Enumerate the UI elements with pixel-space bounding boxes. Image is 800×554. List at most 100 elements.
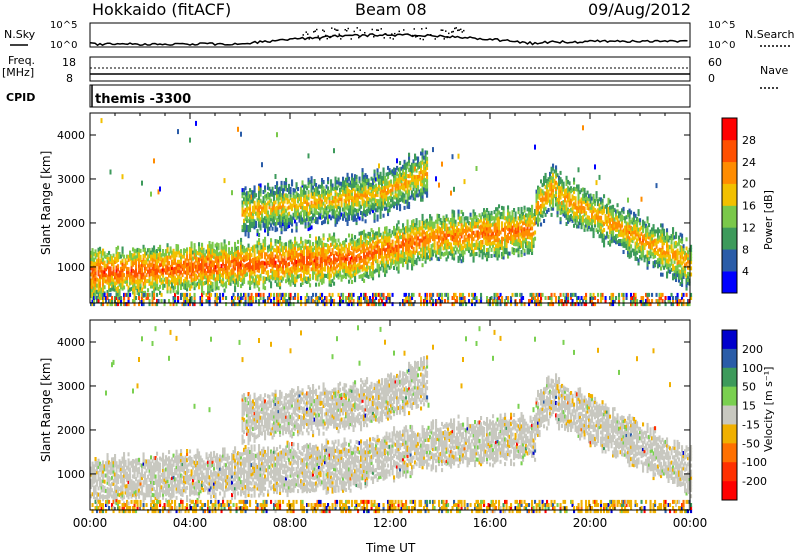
power-near-cell xyxy=(102,292,105,297)
power-near-cell xyxy=(447,292,450,297)
power-echo-cell xyxy=(315,189,318,194)
power-echo-cell xyxy=(325,200,328,205)
power-echo-cell xyxy=(139,273,142,278)
power-near-cell xyxy=(205,292,208,297)
power-echo-cell xyxy=(454,219,457,224)
power-echo-cell xyxy=(112,278,115,283)
power-near-cell xyxy=(501,296,504,300)
power-echo-cell xyxy=(345,187,348,191)
power-echo-cell xyxy=(235,259,238,264)
power-echo-cell xyxy=(306,195,309,200)
power-near-cell xyxy=(348,296,351,300)
power-echo-cell xyxy=(253,272,256,277)
power-echo-cell xyxy=(355,249,358,253)
power-echo-cell xyxy=(153,288,156,293)
power-echo-cell xyxy=(163,262,166,267)
power-echo-cell xyxy=(183,285,186,290)
power-echo-cell xyxy=(352,205,355,210)
power-echo-cell xyxy=(280,275,283,280)
power-echo-cell xyxy=(247,231,250,236)
power-echo-cell xyxy=(90,272,93,277)
power-echo-cell xyxy=(166,267,169,272)
power-echo-cell xyxy=(306,255,309,260)
power-echo-cell xyxy=(279,186,282,191)
power-echo-cell xyxy=(103,263,106,268)
nave-tick-top: 60 xyxy=(708,56,722,69)
power-echo-cell xyxy=(174,279,177,284)
power-near-cell xyxy=(123,302,126,307)
power-echo-cell xyxy=(319,212,322,217)
power-echo-cell xyxy=(354,183,357,188)
power-near-cell xyxy=(193,296,196,300)
power-echo-cell xyxy=(109,266,112,271)
power-near-cell xyxy=(288,302,291,307)
power-echo-cell xyxy=(490,254,493,258)
power-echo-cell xyxy=(264,225,267,230)
power-echo-cell xyxy=(156,279,159,284)
power-echo-cell xyxy=(337,247,340,252)
power-echo-cell xyxy=(259,276,262,281)
power-echo-cell xyxy=(358,244,361,248)
power-echo-cell xyxy=(286,200,289,205)
power-echo-cell xyxy=(114,256,117,261)
power-echo-cell xyxy=(345,199,348,204)
power-echo-cell xyxy=(336,220,339,225)
power-near-cell xyxy=(252,299,255,303)
power-echo-cell xyxy=(162,267,165,272)
power-echo-cell xyxy=(348,245,351,250)
power-echo-cell xyxy=(226,256,229,261)
power-echo-cell xyxy=(144,253,147,258)
power-echo-cell xyxy=(301,220,304,225)
power-echo-cell xyxy=(100,275,103,280)
power-echo-cell xyxy=(316,265,319,270)
power-echo-cell xyxy=(232,279,235,284)
power-near-cell xyxy=(238,296,241,300)
power-echo-cell xyxy=(246,200,249,205)
power-near-cell xyxy=(349,299,352,303)
power-echo-cell xyxy=(334,201,337,206)
power-echo-cell xyxy=(120,266,123,271)
power-echo-cell xyxy=(249,194,252,199)
power-echo-cell xyxy=(319,262,322,267)
power-echo-cell xyxy=(228,275,231,279)
power-near-cell xyxy=(156,292,159,297)
power-echo-cell xyxy=(276,187,279,192)
power-echo-cell xyxy=(99,268,102,273)
power-near-cell xyxy=(268,296,271,300)
power-echo-cell xyxy=(246,203,249,208)
power-near-cell xyxy=(348,299,351,303)
power-near-cell xyxy=(283,296,286,300)
power-near-cell xyxy=(351,296,354,300)
power-echo-cell xyxy=(249,197,252,202)
power-near-cell xyxy=(100,292,103,297)
power-echo-cell xyxy=(351,201,354,206)
power-echo-cell xyxy=(112,272,115,277)
power-echo-cell xyxy=(219,276,222,281)
power-echo-cell xyxy=(319,197,322,202)
power-echo-cell xyxy=(237,283,240,287)
power-echo-cell xyxy=(112,259,115,264)
power-echo-cell xyxy=(306,210,309,215)
power-echo-cell xyxy=(469,212,472,217)
power-echo-cell xyxy=(274,273,277,277)
power-echo-cell xyxy=(216,257,219,262)
power-echo-cell xyxy=(276,273,279,278)
power-near-cell xyxy=(351,302,354,307)
power-echo-cell xyxy=(208,268,211,273)
power-echo-cell xyxy=(318,273,321,278)
power-near-cell xyxy=(268,292,271,297)
power-echo-cell xyxy=(102,260,105,265)
nsearch-dot xyxy=(452,30,454,33)
power-near-cell xyxy=(316,296,319,300)
power-near-cell xyxy=(258,292,261,297)
power-near-cell xyxy=(306,299,309,303)
power-echo-cell xyxy=(300,186,303,191)
power-echo-cell xyxy=(364,233,367,238)
power-near-cell xyxy=(190,296,193,300)
nsearch-dot xyxy=(302,34,304,36)
power-echo-cell xyxy=(138,269,141,274)
power-echo-cell xyxy=(364,210,367,214)
power-echo-cell xyxy=(187,261,190,266)
power-echo-cell xyxy=(240,241,243,245)
power-echo-cell xyxy=(339,181,342,186)
